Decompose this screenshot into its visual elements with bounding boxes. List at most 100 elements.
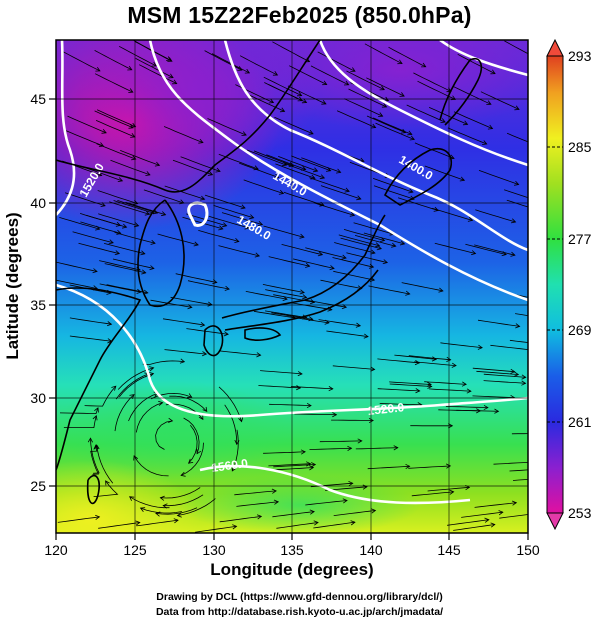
coastline-sakhalin bbox=[439, 58, 482, 126]
streamline-arrowhead bbox=[288, 162, 294, 167]
streamline bbox=[290, 386, 333, 390]
streamline bbox=[354, 235, 396, 247]
streamline bbox=[305, 500, 348, 506]
streamline-arrowhead bbox=[415, 388, 421, 394]
streamline bbox=[338, 234, 380, 247]
streamline bbox=[478, 170, 519, 185]
streamline bbox=[408, 465, 451, 469]
streamline bbox=[401, 282, 443, 292]
streamline bbox=[343, 229, 385, 241]
streamline-arrowhead bbox=[279, 107, 286, 113]
x-tick-label: 135 bbox=[280, 542, 304, 558]
streamline-arrowhead bbox=[510, 218, 517, 224]
streamline bbox=[136, 519, 179, 527]
streamline-arrowhead bbox=[179, 358, 186, 364]
streamline-arrowhead bbox=[296, 91, 303, 97]
streamline bbox=[187, 280, 230, 290]
streamline bbox=[506, 132, 528, 143]
streamline bbox=[162, 318, 205, 326]
streamline-arrowhead bbox=[172, 79, 178, 85]
streamline bbox=[56, 279, 98, 289]
streamline bbox=[157, 233, 199, 246]
streamline bbox=[266, 154, 306, 170]
streamline-arrowhead bbox=[466, 388, 472, 394]
streamline bbox=[169, 395, 208, 412]
streamline-arrowhead bbox=[106, 321, 113, 327]
streamline-arrowhead bbox=[374, 242, 381, 248]
streamline bbox=[135, 58, 174, 78]
streamline bbox=[289, 65, 327, 85]
streamline-arrowhead bbox=[350, 520, 356, 526]
streamline bbox=[424, 381, 467, 385]
streamline bbox=[388, 46, 426, 68]
streamline-arrowhead bbox=[379, 85, 385, 91]
streamline bbox=[109, 201, 150, 215]
streamline bbox=[377, 358, 420, 364]
streamline bbox=[272, 511, 315, 518]
streamline bbox=[231, 429, 239, 472]
streamline-arrowhead bbox=[145, 171, 151, 176]
streamline bbox=[276, 522, 319, 529]
streamline-arrowhead bbox=[162, 503, 168, 509]
streamline-arrowhead bbox=[501, 251, 507, 257]
streamline-arrowhead bbox=[537, 511, 541, 515]
streamline bbox=[515, 313, 528, 317]
streamline bbox=[424, 165, 465, 181]
streamline-arrowhead bbox=[397, 59, 403, 65]
streamline bbox=[63, 415, 97, 428]
streamline bbox=[80, 221, 121, 234]
streamline bbox=[139, 64, 177, 84]
streamline-arrowhead bbox=[218, 225, 224, 231]
streamline bbox=[96, 109, 136, 128]
streamline-arrowhead bbox=[224, 285, 230, 291]
streamline-arrowhead bbox=[136, 288, 142, 294]
y-tick-labels: 45 40 35 30 25 bbox=[30, 91, 46, 494]
streamline bbox=[253, 310, 296, 319]
streamline bbox=[188, 424, 198, 464]
streamline bbox=[320, 279, 362, 289]
streamline-arrowhead bbox=[542, 210, 547, 214]
streamline-arrowhead bbox=[461, 381, 467, 387]
streamline-arrowhead bbox=[521, 374, 527, 380]
streamline bbox=[319, 440, 362, 443]
streamline bbox=[411, 491, 454, 497]
streamline bbox=[503, 189, 528, 199]
streamline bbox=[483, 380, 526, 384]
x-tick-label: 130 bbox=[202, 542, 226, 558]
streamline bbox=[346, 70, 385, 90]
streamline-arrowhead bbox=[240, 204, 246, 210]
streamline bbox=[114, 394, 135, 432]
streamline bbox=[438, 409, 481, 412]
streamline-arrowhead bbox=[409, 135, 415, 141]
streamline bbox=[447, 519, 489, 526]
streamline bbox=[309, 447, 352, 450]
streamline bbox=[291, 155, 331, 172]
streamline-arrowhead bbox=[207, 171, 214, 176]
streamline bbox=[208, 215, 250, 229]
streamline-arrowhead bbox=[376, 245, 382, 251]
streamline bbox=[120, 150, 160, 166]
streamline-arrowhead bbox=[405, 290, 411, 296]
streamline bbox=[180, 156, 221, 172]
streamline-arrowhead bbox=[427, 383, 433, 389]
streamline-arrowhead bbox=[282, 295, 288, 301]
streamline-arrowhead bbox=[400, 128, 407, 134]
streamline-arrowhead bbox=[173, 518, 179, 524]
colorbar-tick-label: 253 bbox=[568, 505, 592, 521]
streamline-arrowhead bbox=[237, 66, 243, 71]
streamline bbox=[163, 126, 204, 143]
streamline bbox=[377, 388, 420, 392]
streamline bbox=[389, 383, 432, 387]
x-tick-label: 150 bbox=[516, 542, 540, 558]
streamline bbox=[264, 82, 303, 101]
streamline-arrowhead bbox=[313, 520, 319, 526]
streamline-arrowhead bbox=[241, 131, 247, 136]
streamline bbox=[333, 510, 376, 516]
streamline-arrowhead bbox=[490, 522, 496, 528]
streamline-arrowhead bbox=[309, 299, 316, 305]
streamline-arrowhead bbox=[151, 61, 157, 67]
streamline-arrowhead bbox=[234, 238, 240, 243]
streamline-arrowhead bbox=[117, 177, 124, 182]
streamline-arrowhead bbox=[451, 362, 457, 368]
streamline bbox=[143, 189, 184, 204]
